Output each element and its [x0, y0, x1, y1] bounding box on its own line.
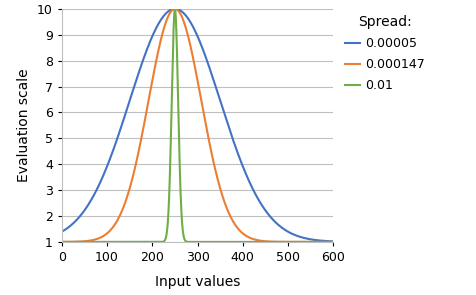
Y-axis label: Evaluation scale: Evaluation scale [18, 68, 31, 182]
X-axis label: Input values: Input values [155, 275, 240, 289]
Legend: 0.00005, 0.000147, 0.01: 0.00005, 0.000147, 0.01 [345, 15, 425, 92]
